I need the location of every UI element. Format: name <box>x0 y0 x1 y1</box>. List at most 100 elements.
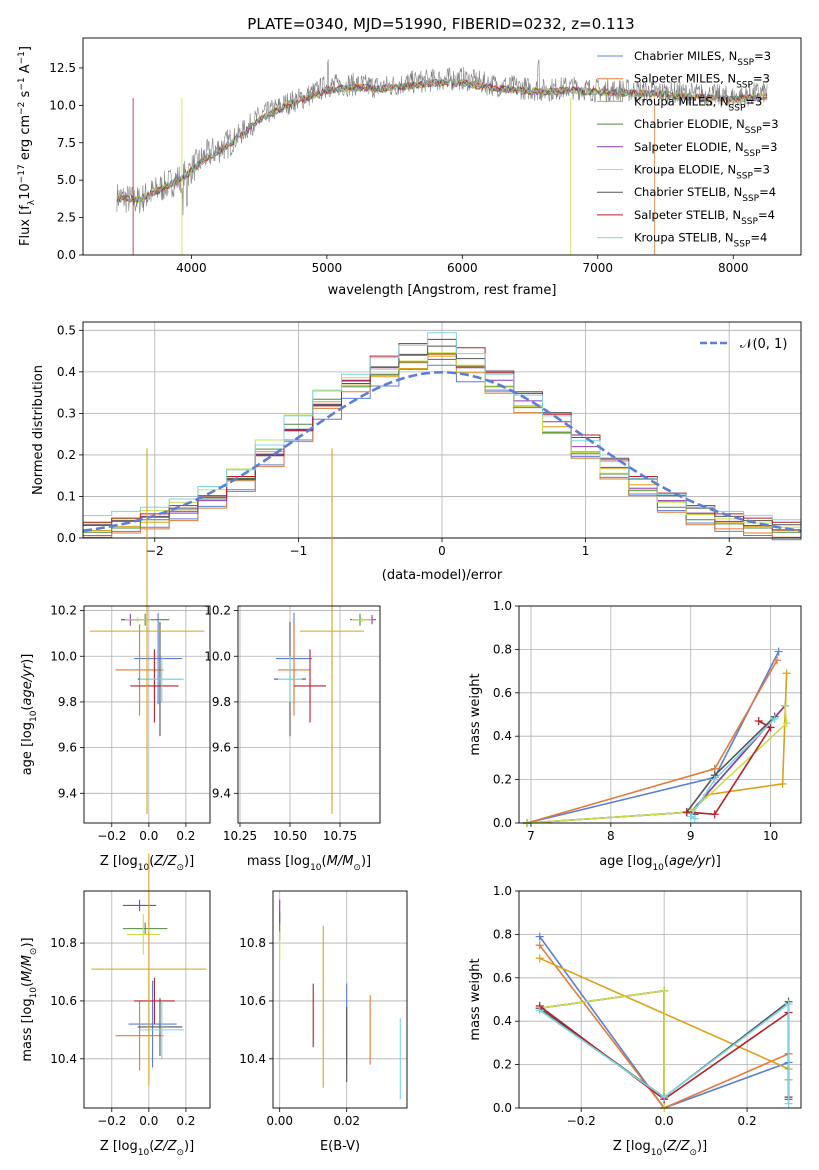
weight-vs-age-line <box>526 705 788 824</box>
legend-entry: Kroupa MILES, NSSP=3 <box>597 94 762 113</box>
weight-vs-Z-marker <box>784 999 793 1008</box>
residuals-ytick-label: 0.4 <box>57 365 76 379</box>
weight-vs-age-xlabel: age [log10(age/yr)] <box>599 854 721 873</box>
weight-vs-age-marker <box>710 775 719 784</box>
mass-vs-Z-errorbar <box>91 853 207 1085</box>
spectrum-xtick-label: 8000 <box>718 261 749 275</box>
age-vs-mass-ytick-label: 9.4 <box>212 786 231 800</box>
weight-vs-Z-xtick-label: 0.0 <box>655 1114 674 1128</box>
mass-vs-Z-plot-area <box>91 853 207 1085</box>
mass-vs-ebv-plot-area <box>279 899 401 1100</box>
mass-vs-Z-errorbar <box>115 1000 164 1071</box>
spectrum-ytick-label: 12.5 <box>49 61 76 75</box>
weight-vs-Z-ylabel: mass weight <box>468 958 483 1040</box>
age-vs-Z-errorbar <box>134 612 183 705</box>
weight-vs-age-ytick-label: 0.6 <box>493 686 512 700</box>
mass-vs-Z-errorbar <box>139 1000 185 1059</box>
age-vs-Z-ytick-label: 9.8 <box>58 695 77 709</box>
spectrum-xtick-label: 5000 <box>312 261 343 275</box>
age-vs-Z-ytick-label: 10.0 <box>50 649 77 663</box>
age-vs-mass-errorbar <box>278 624 310 716</box>
age-vs-Z-ytick-label: 9.6 <box>58 741 77 755</box>
weight-vs-age-ylabel: mass weight <box>468 673 483 755</box>
weight-vs-Z-ytick-label: 0.6 <box>493 971 512 985</box>
residuals-ytick-label: 0.2 <box>57 448 76 462</box>
weight-vs-age-marker <box>754 717 763 726</box>
weight-vs-age-ytick-label: 0.0 <box>493 816 512 830</box>
age-vs-Z-errorbar <box>89 448 205 814</box>
age-vs-Z-xlabel: Z [log10(Z/Z⊙)] <box>100 854 194 873</box>
weight-vs-age-xtick-label: 10 <box>763 829 778 843</box>
spectrum-ytick-label: 5.0 <box>57 173 76 187</box>
legend-label: Salpeter ELODIE, NSSP=3 <box>634 140 777 159</box>
weight-vs-Z-line <box>539 1002 790 1104</box>
residuals-xtick-label: 1 <box>582 544 590 558</box>
weight-vs-age-ytick-label: 1.0 <box>493 599 512 613</box>
weight-vs-age-xtick-label: 9 <box>687 829 695 843</box>
spectrum-ytick-label: 0.0 <box>57 248 76 262</box>
residuals-xtick-label: 0 <box>438 544 446 558</box>
mass-vs-Z-xtick-label: −0.2 <box>97 1114 126 1128</box>
mass-vs-ebv-ytick-label: 10.8 <box>239 936 266 950</box>
weight-vs-Z-plot-area <box>535 932 793 1112</box>
spectrum-xtick-label: 7000 <box>583 261 614 275</box>
weight-vs-Z-ytick-label: 0.0 <box>493 1101 512 1115</box>
age-vs-Z-ytick-label: 9.4 <box>58 786 77 800</box>
mass-vs-Z-ylabel: mass [log10(M/M⊙)] <box>20 937 39 1061</box>
mass-vs-Z-errorbar <box>137 998 183 1056</box>
legend-entry: Salpeter STELIB, NSSP=4 <box>597 208 775 227</box>
legend-label: Chabrier MILES, NSSP=3 <box>634 49 771 68</box>
residuals-xlabel: (data-model)/error <box>382 568 503 583</box>
age-vs-Z-errorbar <box>115 624 164 716</box>
weight-vs-age-line <box>689 718 776 820</box>
age-vs-mass-ytick-label: 10.2 <box>204 604 231 618</box>
spectrum-plot-area <box>116 59 768 255</box>
mass-vs-Z-ytick-label: 10.4 <box>50 1052 77 1066</box>
residuals-ytick-label: 0.3 <box>57 406 76 420</box>
mass-vs-Z-errorbar <box>126 914 160 955</box>
legend-entry: Chabrier ELODIE, NSSP=3 <box>597 117 779 136</box>
mass-vs-Z-axes: −0.2 0.0 0.2 10.4 10.6 10.8 <box>50 891 210 1128</box>
weight-vs-age-line <box>686 720 772 816</box>
age-vs-mass-ytick-label: 9.8 <box>212 695 231 709</box>
weight-vs-Z-marker <box>660 1093 669 1102</box>
weight-vs-age-marker <box>690 814 699 823</box>
legend-label: Chabrier STELIB, NSSP=4 <box>634 185 776 204</box>
age-vs-mass-errorbar <box>352 617 372 622</box>
spectrum-xtick-label: 6000 <box>447 261 478 275</box>
weight-vs-Z-ytick-label: 1.0 <box>493 884 512 898</box>
mass-vs-ebv-ytick-label: 10.4 <box>239 1052 266 1066</box>
legend-entry: Salpeter ELODIE, NSSP=3 <box>597 140 777 159</box>
age-vs-mass-xtick-label: 10.75 <box>323 829 357 843</box>
weight-vs-Z-marker <box>535 1006 544 1015</box>
spectrum-legend: Chabrier MILES, NSSP=3 Salpeter MILES, NS… <box>597 49 779 250</box>
residuals-ytick-label: 0.5 <box>57 323 76 337</box>
mass-vs-Z-xlabel: Z [log10(Z/Z⊙)] <box>100 1139 194 1158</box>
weight-vs-age-marker <box>710 810 719 819</box>
age-vs-mass-xlabel: mass [log10(M/M⊙)] <box>247 854 371 873</box>
age-vs-mass-xtick-label: 10.25 <box>223 829 257 843</box>
weight-vs-Z-frame <box>518 890 802 1109</box>
mass-vs-ebv-xtick-label: 0.00 <box>266 1114 293 1128</box>
weight-vs-Z-line <box>539 989 665 1108</box>
legend-label: 𝒩(0, 1) <box>740 337 787 352</box>
weight-vs-Z-ytick-label: 0.8 <box>493 927 512 941</box>
weight-vs-age-marker <box>773 656 782 665</box>
spectrum-ytick-label: 7.5 <box>57 136 76 150</box>
legend-label: Kroupa ELODIE, NSSP=3 <box>634 163 770 182</box>
legend-entry: Chabrier STELIB, NSSP=4 <box>597 185 776 204</box>
mass-vs-Z-xtick-label: 0.0 <box>139 1114 158 1128</box>
weight-vs-Z-xtick-label: −0.2 <box>567 1114 596 1128</box>
weight-vs-age-line <box>526 651 780 824</box>
weight-vs-age-marker <box>782 719 791 728</box>
spectrum-axes: 4000 5000 6000 7000 8000 0.0 2.5 5.0 7.5 10.0 12.5 <box>49 61 748 275</box>
mass-vs-ebv-ytick-label: 10.6 <box>239 994 266 1008</box>
age-vs-Z-ytick-label: 10.2 <box>50 604 77 618</box>
age-vs-mass-frame <box>237 605 381 824</box>
mass-vs-Z-errorbar <box>128 980 177 1068</box>
mass-vs-Z-errorbar <box>122 922 168 935</box>
weight-vs-age-marker <box>766 723 775 732</box>
weight-vs-age-xtick-label: 8 <box>607 829 615 843</box>
weight-vs-age-line <box>526 659 778 824</box>
